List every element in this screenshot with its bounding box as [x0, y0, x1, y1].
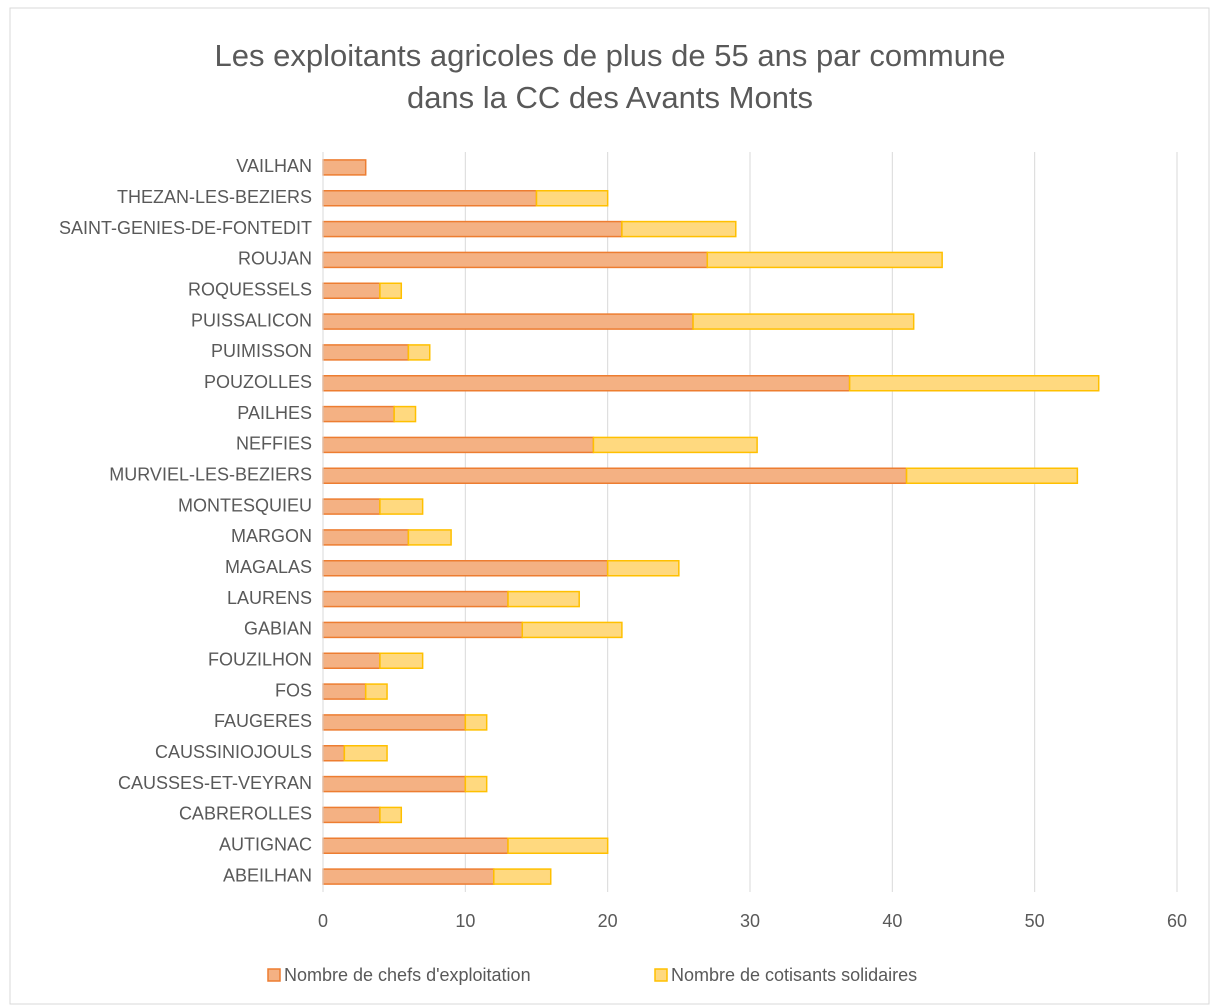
- bar-segment: [322, 190, 538, 207]
- bar-segment: [322, 498, 381, 515]
- bar-segment: [322, 745, 346, 762]
- bar-segment: [464, 775, 488, 793]
- bar-segment: [493, 868, 552, 885]
- x-tick-label: 40: [882, 911, 902, 931]
- bar-segment: [322, 159, 367, 176]
- bar-segment: [322, 775, 467, 793]
- y-tick-label: MURVIEL-LES-BEZIERS: [109, 465, 312, 485]
- bar-segment: [322, 344, 410, 361]
- y-tick-label: FOS: [275, 680, 312, 700]
- y-tick-label: FAUGERES: [214, 711, 312, 731]
- bar-segment: [379, 806, 403, 824]
- x-tick-label: 0: [318, 911, 328, 931]
- bar-segment: [322, 467, 908, 484]
- bar-segment: [592, 436, 758, 454]
- bar-segment: [407, 529, 452, 546]
- y-tick-label: CAUSSES-ET-VEYRAN: [118, 773, 312, 793]
- bar-segment: [706, 251, 943, 269]
- bar-segment: [322, 621, 524, 639]
- bar-segment: [322, 652, 381, 669]
- y-tick-label: ABEILHAN: [223, 865, 312, 885]
- y-tick-label: MARGON: [231, 526, 312, 546]
- legend-swatch: [267, 968, 281, 982]
- y-tick-label: MAGALAS: [225, 557, 312, 577]
- legend-label: Nombre de cotisants solidaires: [671, 965, 917, 985]
- x-tick-label: 30: [740, 911, 760, 931]
- bar-segment: [507, 590, 580, 608]
- bar-segment: [322, 282, 381, 299]
- bar-segment: [393, 405, 417, 423]
- bar-segment: [322, 683, 367, 700]
- bar-segment: [322, 220, 623, 238]
- y-tick-label: POUZOLLES: [204, 372, 312, 392]
- bar-segment: [322, 837, 509, 854]
- bar-segment: [364, 683, 388, 700]
- bar-segment: [322, 405, 395, 423]
- y-tick-label: SAINT-GENIES-DE-FONTEDIT: [59, 218, 312, 238]
- bar-segment: [621, 220, 737, 238]
- bar-segment: [322, 714, 467, 731]
- bar-segment: [322, 806, 381, 824]
- bar-segment: [322, 560, 609, 577]
- bar-segment: [322, 436, 595, 454]
- bar-segment: [379, 498, 424, 515]
- bar-segment: [464, 714, 488, 731]
- y-tick-label: AUTIGNAC: [219, 835, 312, 855]
- bar-segment: [322, 375, 851, 392]
- bar-segment: [692, 313, 915, 330]
- y-tick-label: PUISSALICON: [191, 310, 312, 330]
- x-tick-label: 60: [1167, 911, 1187, 931]
- y-tick-label: LAURENS: [227, 588, 312, 608]
- bar-segment: [322, 868, 495, 885]
- bar-segment: [507, 837, 609, 854]
- y-tick-label: ROUJAN: [238, 249, 312, 269]
- bar-segment: [905, 467, 1079, 484]
- bar-segment: [322, 251, 709, 269]
- bar-segment: [343, 745, 388, 762]
- bar-segment: [322, 313, 694, 330]
- y-tick-label: MONTESQUIEU: [178, 495, 312, 515]
- bar-segment: [407, 344, 431, 361]
- y-tick-label: ROQUESSELS: [188, 280, 312, 300]
- bar-segment: [535, 190, 609, 207]
- x-tick-label: 50: [1025, 911, 1045, 931]
- x-tick-label: 20: [598, 911, 618, 931]
- legend-swatch: [654, 968, 668, 982]
- bar-segment: [521, 621, 623, 639]
- y-tick-label: CAUSSINIOJOULS: [155, 742, 312, 762]
- y-tick-label: THEZAN-LES-BEZIERS: [117, 187, 312, 207]
- y-tick-label: FOUZILHON: [208, 650, 312, 670]
- bar-segment: [606, 560, 680, 577]
- y-tick-label: NEFFIES: [236, 434, 312, 454]
- legend-label: Nombre de chefs d'exploitation: [284, 965, 531, 985]
- y-tick-label: PUIMISSON: [211, 341, 312, 361]
- bar-segment: [322, 590, 509, 608]
- bar-segment: [848, 375, 1100, 392]
- bar-segment: [379, 652, 424, 669]
- chart-frame: [9, 7, 1210, 1005]
- bar-segment: [379, 282, 403, 299]
- chart-subtitle: dans la CC des Avants Monts: [407, 80, 813, 115]
- y-tick-label: GABIAN: [244, 619, 312, 639]
- y-tick-label: VAILHAN: [236, 156, 312, 176]
- x-tick-label: 10: [455, 911, 475, 931]
- chart-title: Les exploitants agricoles de plus de 55 …: [215, 38, 1006, 73]
- y-tick-label: PAILHES: [237, 403, 312, 423]
- bar-segment: [322, 529, 410, 546]
- y-tick-label: CABREROLLES: [179, 804, 312, 824]
